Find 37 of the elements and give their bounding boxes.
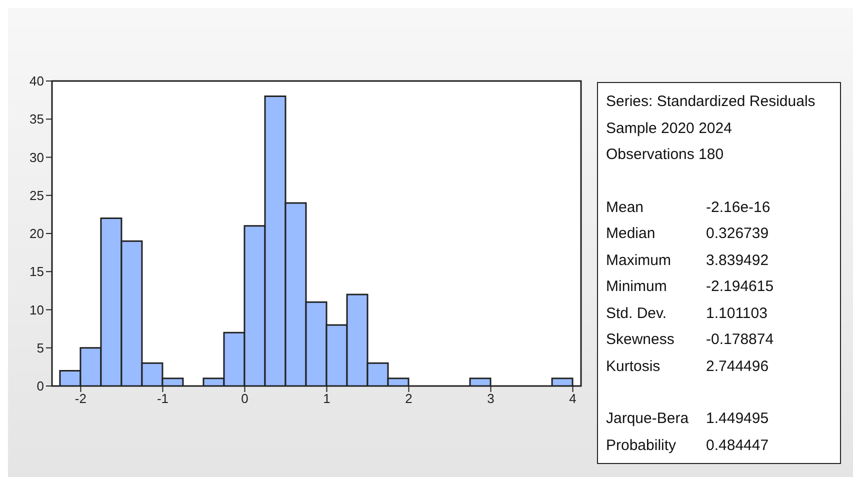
y-tick-label: 15	[30, 264, 44, 280]
y-tick-label: 40	[30, 74, 44, 89]
x-tick-label: 2	[405, 391, 412, 406]
text: Mean	[606, 198, 645, 218]
text: -2.16e-16	[706, 198, 770, 218]
text: Observations 180	[606, 145, 725, 165]
x-tick-label: -2	[74, 391, 86, 406]
text: Minimum	[606, 277, 668, 297]
y-tick-label: 0	[36, 378, 44, 394]
text: Median	[606, 224, 656, 244]
text: 1.101103	[706, 304, 768, 324]
text: -0.178874	[706, 330, 774, 350]
x-tick-label: 0	[241, 391, 248, 406]
y-tick-label: 20	[30, 226, 44, 242]
x-tick-label: 4	[569, 391, 576, 406]
x-tick-label: -1	[156, 391, 168, 406]
text: Kurtosis	[606, 356, 662, 376]
text: Probability	[606, 436, 678, 456]
text: 1.449495	[706, 409, 769, 429]
x-tick-label: 3	[487, 391, 494, 406]
text: 0.326739	[706, 224, 769, 244]
text: Jarque-Bera	[606, 409, 690, 429]
text: 0.484447	[706, 436, 769, 456]
text: -2.194615	[706, 277, 774, 297]
y-tick-label: 30	[30, 150, 44, 165]
y-tick-label: 35	[30, 112, 44, 127]
text: Skewness	[606, 330, 676, 350]
text: Maximum	[606, 250, 672, 270]
y-tick-label: 5	[36, 340, 44, 356]
text: 3.839492	[706, 250, 769, 270]
text: Series: Standardized Residuals	[606, 92, 816, 112]
y-tick-label: 10	[30, 302, 44, 318]
text: Std. Dev.	[606, 304, 668, 324]
y-tick-label: 25	[30, 188, 44, 203]
text: 2.744496	[706, 356, 769, 376]
text: Sample 2020 2024	[606, 118, 733, 138]
x-tick-label: 1	[323, 391, 330, 406]
